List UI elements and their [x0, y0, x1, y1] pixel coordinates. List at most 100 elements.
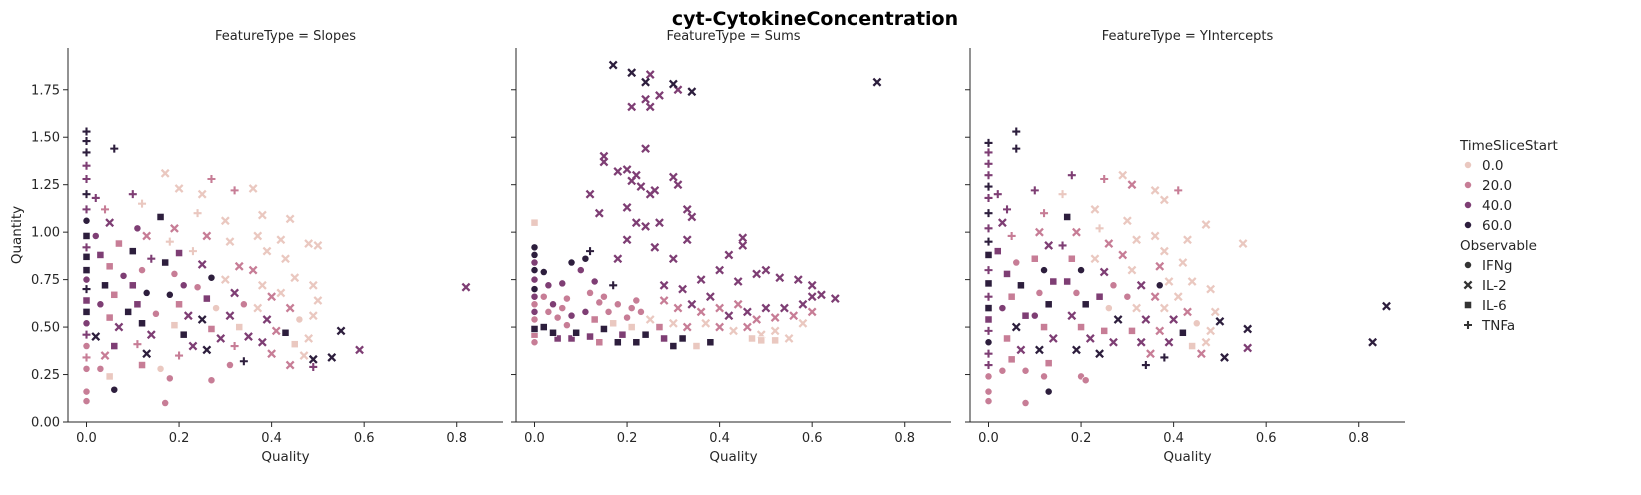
data-point: [225, 311, 235, 321]
data-point: [984, 224, 993, 233]
data-point: [627, 304, 636, 313]
data-point: [748, 334, 756, 343]
data-point: [715, 322, 725, 332]
data-point: [1141, 315, 1151, 324]
legend-label: IL-6: [1482, 298, 1507, 314]
data-point: [998, 304, 1007, 313]
data-point: [220, 216, 230, 226]
data-point: [715, 265, 725, 275]
data-point: [595, 338, 604, 347]
data-point: [1136, 337, 1146, 347]
data-point: [1058, 241, 1067, 250]
data-point: [1155, 326, 1165, 336]
data-point: [188, 341, 198, 351]
data-point: [1072, 288, 1081, 297]
data-point: [659, 280, 669, 290]
data-point: [1021, 311, 1030, 320]
legend-marker: [1464, 221, 1472, 229]
data-point: [530, 300, 539, 309]
data-point: [659, 296, 669, 305]
data-point: [1034, 345, 1044, 355]
legend-item: IL-6: [1464, 298, 1507, 314]
data-point: [807, 307, 817, 317]
data-point: [202, 345, 212, 355]
data-point: [142, 349, 152, 359]
data-point: [230, 288, 240, 298]
data-point: [761, 303, 771, 313]
legend-marker: [1463, 280, 1473, 290]
data-point: [984, 304, 993, 313]
data-point: [82, 266, 91, 275]
data-points: [530, 60, 882, 351]
facet-panel-1: FeatureType = Slopes 0.00 0.25 0.50 0.75 1.00…: [9, 29, 503, 465]
data-point: [1164, 277, 1174, 286]
data-point: [202, 231, 212, 241]
data-point: [161, 258, 170, 267]
data-point: [1183, 307, 1192, 317]
data-point: [1099, 267, 1109, 277]
data-point: [355, 345, 364, 355]
x-axis-label: Quality: [709, 449, 757, 465]
data-point: [82, 397, 91, 406]
data-point: [1030, 186, 1039, 195]
x-tick-label: 0.0: [978, 431, 999, 446]
data-point: [984, 349, 993, 358]
data-point: [82, 330, 91, 339]
data-point: [993, 247, 1002, 256]
data-point: [1077, 323, 1086, 332]
data-point: [784, 334, 794, 343]
data-point: [138, 361, 146, 369]
data-point: [530, 338, 539, 347]
data-point: [105, 218, 115, 228]
facet-title: FeatureType = YIntercepts: [1102, 29, 1274, 44]
data-point: [138, 266, 146, 275]
data-point: [91, 332, 101, 341]
data-point: [239, 357, 248, 366]
data-point: [807, 292, 817, 302]
data-point: [110, 290, 119, 299]
data-point: [687, 87, 697, 97]
data-point: [998, 366, 1007, 375]
data-point: [308, 311, 318, 321]
data-point: [530, 315, 539, 324]
data-point: [1104, 239, 1114, 248]
legend-marker: [1464, 261, 1472, 269]
data-point: [295, 315, 304, 324]
data-point: [1012, 144, 1021, 153]
data-point: [262, 246, 272, 256]
data-point: [96, 300, 105, 309]
data-point: [586, 332, 594, 341]
data-point: [1035, 288, 1044, 297]
data-point: [1155, 261, 1165, 271]
data-point: [604, 307, 613, 316]
data-point: [1192, 319, 1201, 328]
data-point: [1072, 345, 1081, 355]
data-point: [530, 218, 539, 227]
data-point: [558, 304, 567, 313]
data-point: [1100, 174, 1109, 183]
data-point: [142, 231, 152, 241]
data-point: [1090, 204, 1100, 214]
data-point: [133, 340, 142, 349]
data-point: [308, 280, 318, 290]
data-point: [216, 334, 226, 343]
data-point: [645, 315, 655, 324]
data-point: [636, 307, 645, 316]
data-point: [96, 250, 105, 259]
data-point: [82, 252, 91, 261]
data-point: [82, 353, 91, 362]
data-point: [530, 258, 539, 267]
data-point: [678, 284, 688, 294]
legend-item: 20.0: [1464, 178, 1512, 194]
data-point: [1201, 220, 1211, 229]
data-point: [678, 334, 687, 343]
data-point: [1109, 337, 1118, 347]
legend-style-title: Observable: [1460, 238, 1537, 254]
data-point: [641, 94, 650, 104]
data-point: [285, 214, 295, 224]
data-point: [1012, 127, 1021, 136]
data-point: [257, 337, 267, 347]
data-point: [613, 338, 622, 347]
data-point: [1118, 250, 1128, 260]
